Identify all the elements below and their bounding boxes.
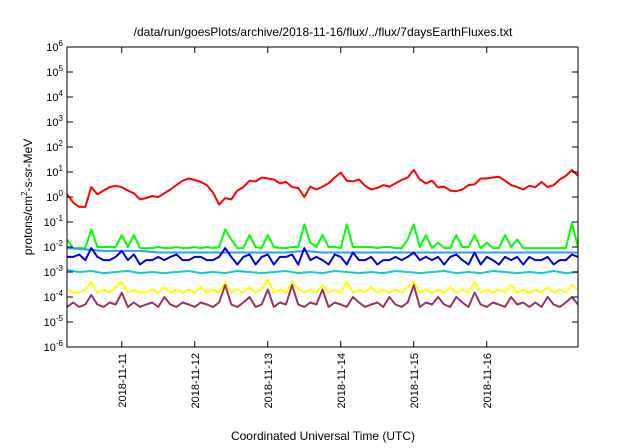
- svg-text:protons/cm2-s-sr-MeV: protons/cm2-s-sr-MeV: [20, 139, 35, 255]
- y-tick-label-exponent: -1: [56, 214, 64, 223]
- x-axis-title: Coordinated Universal Time (UTC): [231, 429, 415, 443]
- y-tick-label-base: 10: [44, 242, 56, 254]
- y-tick-label: 106: [46, 39, 63, 54]
- y-tick-label-base: 10: [46, 92, 58, 104]
- y-tick-label-exponent: -4: [56, 289, 64, 298]
- y-axis-title: protons/cm2-s-sr-MeV: [20, 139, 35, 255]
- y-tick-label-exponent: -6: [56, 339, 64, 348]
- y-tick-label-exponent: -3: [56, 264, 64, 273]
- y-tick-label-base: 10: [46, 142, 58, 154]
- plot-frame: [66, 46, 579, 348]
- y-tick-label: 103: [46, 114, 63, 129]
- y-tick-label: 10-3: [44, 264, 64, 279]
- y-axis-title-base: protons/cm: [21, 196, 35, 255]
- y-tick-label-exponent: -2: [56, 239, 64, 248]
- y-tick-label-base: 10: [46, 117, 58, 129]
- y-tick-label-exponent: -5: [56, 314, 64, 323]
- series-line-2: [66, 222, 579, 250]
- y-tick-label-base: 10: [46, 192, 58, 204]
- series-line-6: [66, 278, 579, 294]
- y-tick-label: 104: [46, 89, 63, 104]
- series-line-3: [66, 247, 578, 254]
- y-tick-label-base: 10: [46, 167, 58, 179]
- y-tick-label: 10-5: [44, 314, 64, 329]
- ticks-layer: [67, 46, 578, 348]
- y-tick-label-exponent: 0: [59, 189, 64, 198]
- y-tick-label-base: 10: [44, 342, 56, 354]
- y-tick-label: 10-6: [44, 339, 64, 354]
- x-tick-label: 2018-11-13: [263, 353, 275, 408]
- y-tick-label: 100: [46, 189, 63, 204]
- x-tick-label: 2018-11-16: [482, 353, 494, 408]
- y-tick-label-base: 10: [46, 42, 58, 54]
- y-tick-label-exponent: 5: [59, 64, 64, 73]
- series-line-1: [66, 169, 579, 208]
- series-line-7: [66, 284, 579, 308]
- x-tick-label: 2018-11-15: [409, 353, 421, 408]
- y-tick-label-exponent: 3: [59, 114, 64, 123]
- y-tick-label-base: 10: [44, 217, 56, 229]
- y-tick-label-exponent: 4: [59, 89, 64, 98]
- y-tick-label: 102: [46, 139, 63, 154]
- y-tick-label-exponent: 1: [59, 164, 64, 173]
- series-line-5: [66, 269, 579, 275]
- series-layer: [66, 169, 579, 308]
- chart-title: /data/run/goesPlots/archive/2018-11-16/f…: [134, 25, 513, 39]
- y-tick-label: 10-4: [44, 289, 64, 304]
- y-tick-label: 10-2: [44, 239, 64, 254]
- x-tick-label: 2018-11-11: [117, 353, 129, 408]
- y-tick-label-exponent: 6: [59, 39, 64, 48]
- y-tick-label-base: 10: [44, 292, 56, 304]
- y-tick-label-base: 10: [44, 267, 56, 279]
- y-axis-title-rest: -s-sr-MeV: [21, 139, 35, 192]
- labels-layer: 10-610-510-410-310-210-11001011021031041…: [44, 39, 494, 408]
- y-tick-label-base: 10: [46, 67, 58, 79]
- y-tick-label: 10-1: [44, 214, 64, 229]
- y-tick-label: 101: [46, 164, 63, 179]
- x-tick-label: 2018-11-12: [190, 353, 202, 408]
- y-tick-label-base: 10: [44, 317, 56, 329]
- y-tick-label: 105: [46, 64, 63, 79]
- y-tick-label-exponent: 2: [59, 139, 64, 148]
- series-line-4: [67, 247, 579, 266]
- y-axis-title-sup: 2: [20, 191, 29, 196]
- x-tick-label: 2018-11-14: [336, 353, 348, 408]
